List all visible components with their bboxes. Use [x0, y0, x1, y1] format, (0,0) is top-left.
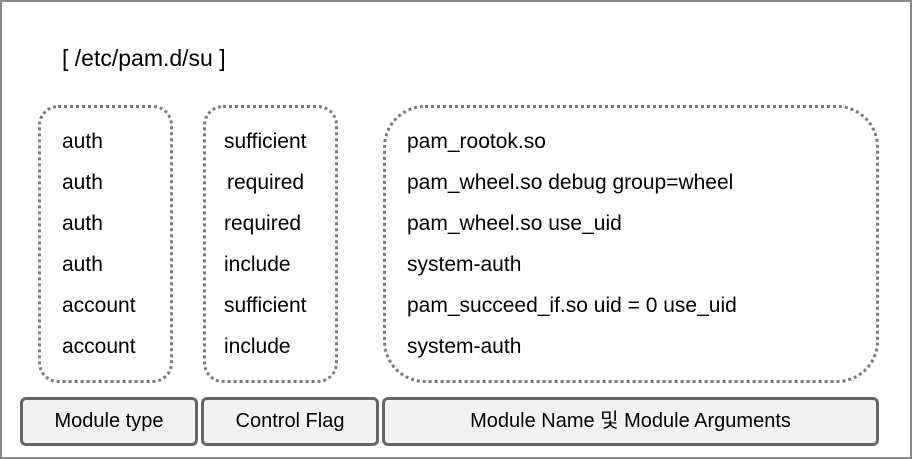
row-2-module-args: pam_wheel.so use_uid — [407, 212, 622, 235]
row-4-control-flag: sufficient — [224, 294, 307, 317]
row-4-module-type: account — [62, 294, 136, 317]
module-name-args-label: Module Name 및 Module Arguments — [382, 397, 879, 446]
module-type-column — [38, 105, 173, 383]
row-5-module-type: account — [62, 335, 136, 358]
control-flag-label: Control Flag — [201, 397, 379, 446]
row-0-module-args: pam_rootok.so — [407, 130, 546, 153]
row-5-module-args: system-auth — [407, 335, 522, 358]
file-path-title: [ /etc/pam.d/su ] — [62, 45, 226, 71]
row-3-control-flag: include — [224, 253, 291, 276]
module-args-column — [383, 105, 879, 383]
row-2-module-type: auth — [62, 212, 103, 235]
row-3-module-type: auth — [62, 253, 103, 276]
row-3-module-args: system-auth — [407, 253, 522, 276]
module-type-label: Module type — [20, 397, 198, 446]
row-2-control-flag: required — [224, 212, 302, 235]
row-5-control-flag: include — [224, 335, 291, 358]
row-1-module-type: auth — [62, 171, 103, 194]
row-1-control-flag: required — [227, 171, 305, 194]
row-1-module-args: pam_wheel.so debug group=wheel — [407, 171, 734, 194]
row-4-module-args: pam_succeed_if.so uid = 0 use_uid — [407, 294, 737, 317]
row-0-control-flag: sufficient — [224, 130, 307, 153]
control-flag-column — [203, 105, 338, 383]
row-0-module-type: auth — [62, 130, 103, 153]
